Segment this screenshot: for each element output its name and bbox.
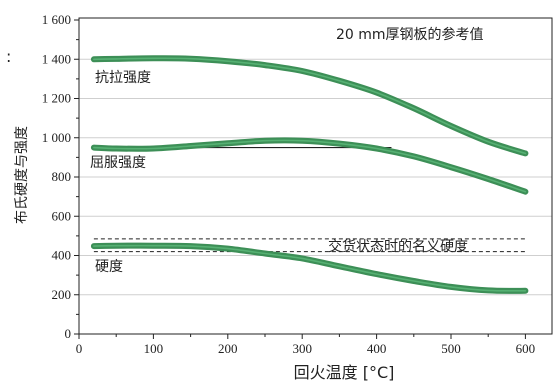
y-tick-label: 1 200	[42, 91, 71, 106]
x-axis-label: 回火温度 [°C]	[294, 363, 395, 382]
stray-colon-mark: :	[6, 47, 11, 66]
series-label-yield: 屈服强度	[90, 155, 146, 171]
x-tick-label: 500	[441, 341, 461, 356]
series-hardness-highlight	[93, 244, 527, 292]
series-yield-strength	[90, 137, 529, 195]
x-tick-label: 0	[76, 341, 83, 356]
series-layer	[90, 55, 529, 294]
y-tick-label: 0	[65, 326, 72, 341]
y-axis-label: 布氏硬度与强度	[14, 126, 30, 224]
y-tick-label: 1 000	[42, 130, 71, 145]
series-tensile-strength	[90, 55, 529, 157]
series-label-hardness: 硬度	[95, 259, 123, 275]
y-tick-label: 800	[52, 169, 72, 184]
reference-label-nominal-hardness: 交货状态时的名义硬度	[328, 238, 468, 255]
axis-ticks: 0 200 400 600 800 1 000 1 200 1 400 1 600 0 100 200…	[42, 12, 535, 356]
x-tick-label: 200	[218, 341, 238, 356]
x-tick-label: 400	[367, 341, 387, 356]
series-label-tensile: 抗拉强度	[95, 70, 151, 86]
y-tick-label: 1 400	[42, 51, 71, 66]
y-tick-label: 600	[52, 208, 72, 223]
x-tick-label: 300	[292, 341, 312, 356]
plot-frame	[78, 17, 553, 335]
y-tick-label: 200	[52, 287, 72, 302]
x-tick-label: 100	[144, 341, 164, 356]
x-tick-label: 600	[516, 341, 536, 356]
series-hardness	[90, 242, 529, 294]
y-tick-label: 400	[52, 248, 72, 263]
series-yield-strength-highlight	[93, 139, 527, 193]
series-tensile-strength-highlight	[93, 57, 527, 155]
chart-title: 20 mm厚钢板的参考值	[336, 26, 484, 43]
reference-lines	[93, 146, 526, 253]
y-tick-label: 1 600	[42, 12, 71, 27]
